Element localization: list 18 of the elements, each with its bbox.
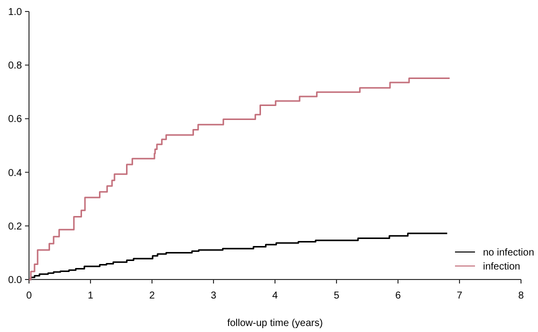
y-tick-label: 0.2 — [8, 221, 22, 232]
x-tick-label: 5 — [334, 290, 340, 302]
x-tick-label: 1 — [88, 290, 94, 302]
x-tick-label: 4 — [272, 290, 278, 302]
y-tick-label: 0.0 — [8, 275, 22, 286]
x-axis-title: follow-up time (years) — [227, 318, 323, 329]
x-tick-label: 2 — [149, 290, 156, 302]
y-tick-label: 1.0 — [8, 7, 22, 18]
x-tick-label: 7 — [456, 290, 463, 302]
y-tick-label: 0.4 — [8, 168, 22, 179]
legend-label: infection — [483, 262, 520, 272]
x-tick-label: 3 — [210, 290, 217, 302]
x-tick-label: 0 — [26, 290, 32, 302]
y-tick-label: 0.8 — [8, 60, 22, 72]
x-tick-label: 8 — [518, 290, 524, 302]
legend-label: no infection — [483, 248, 534, 258]
x-tick-label: 6 — [395, 290, 402, 302]
y-tick-label: 0.6 — [8, 114, 22, 126]
